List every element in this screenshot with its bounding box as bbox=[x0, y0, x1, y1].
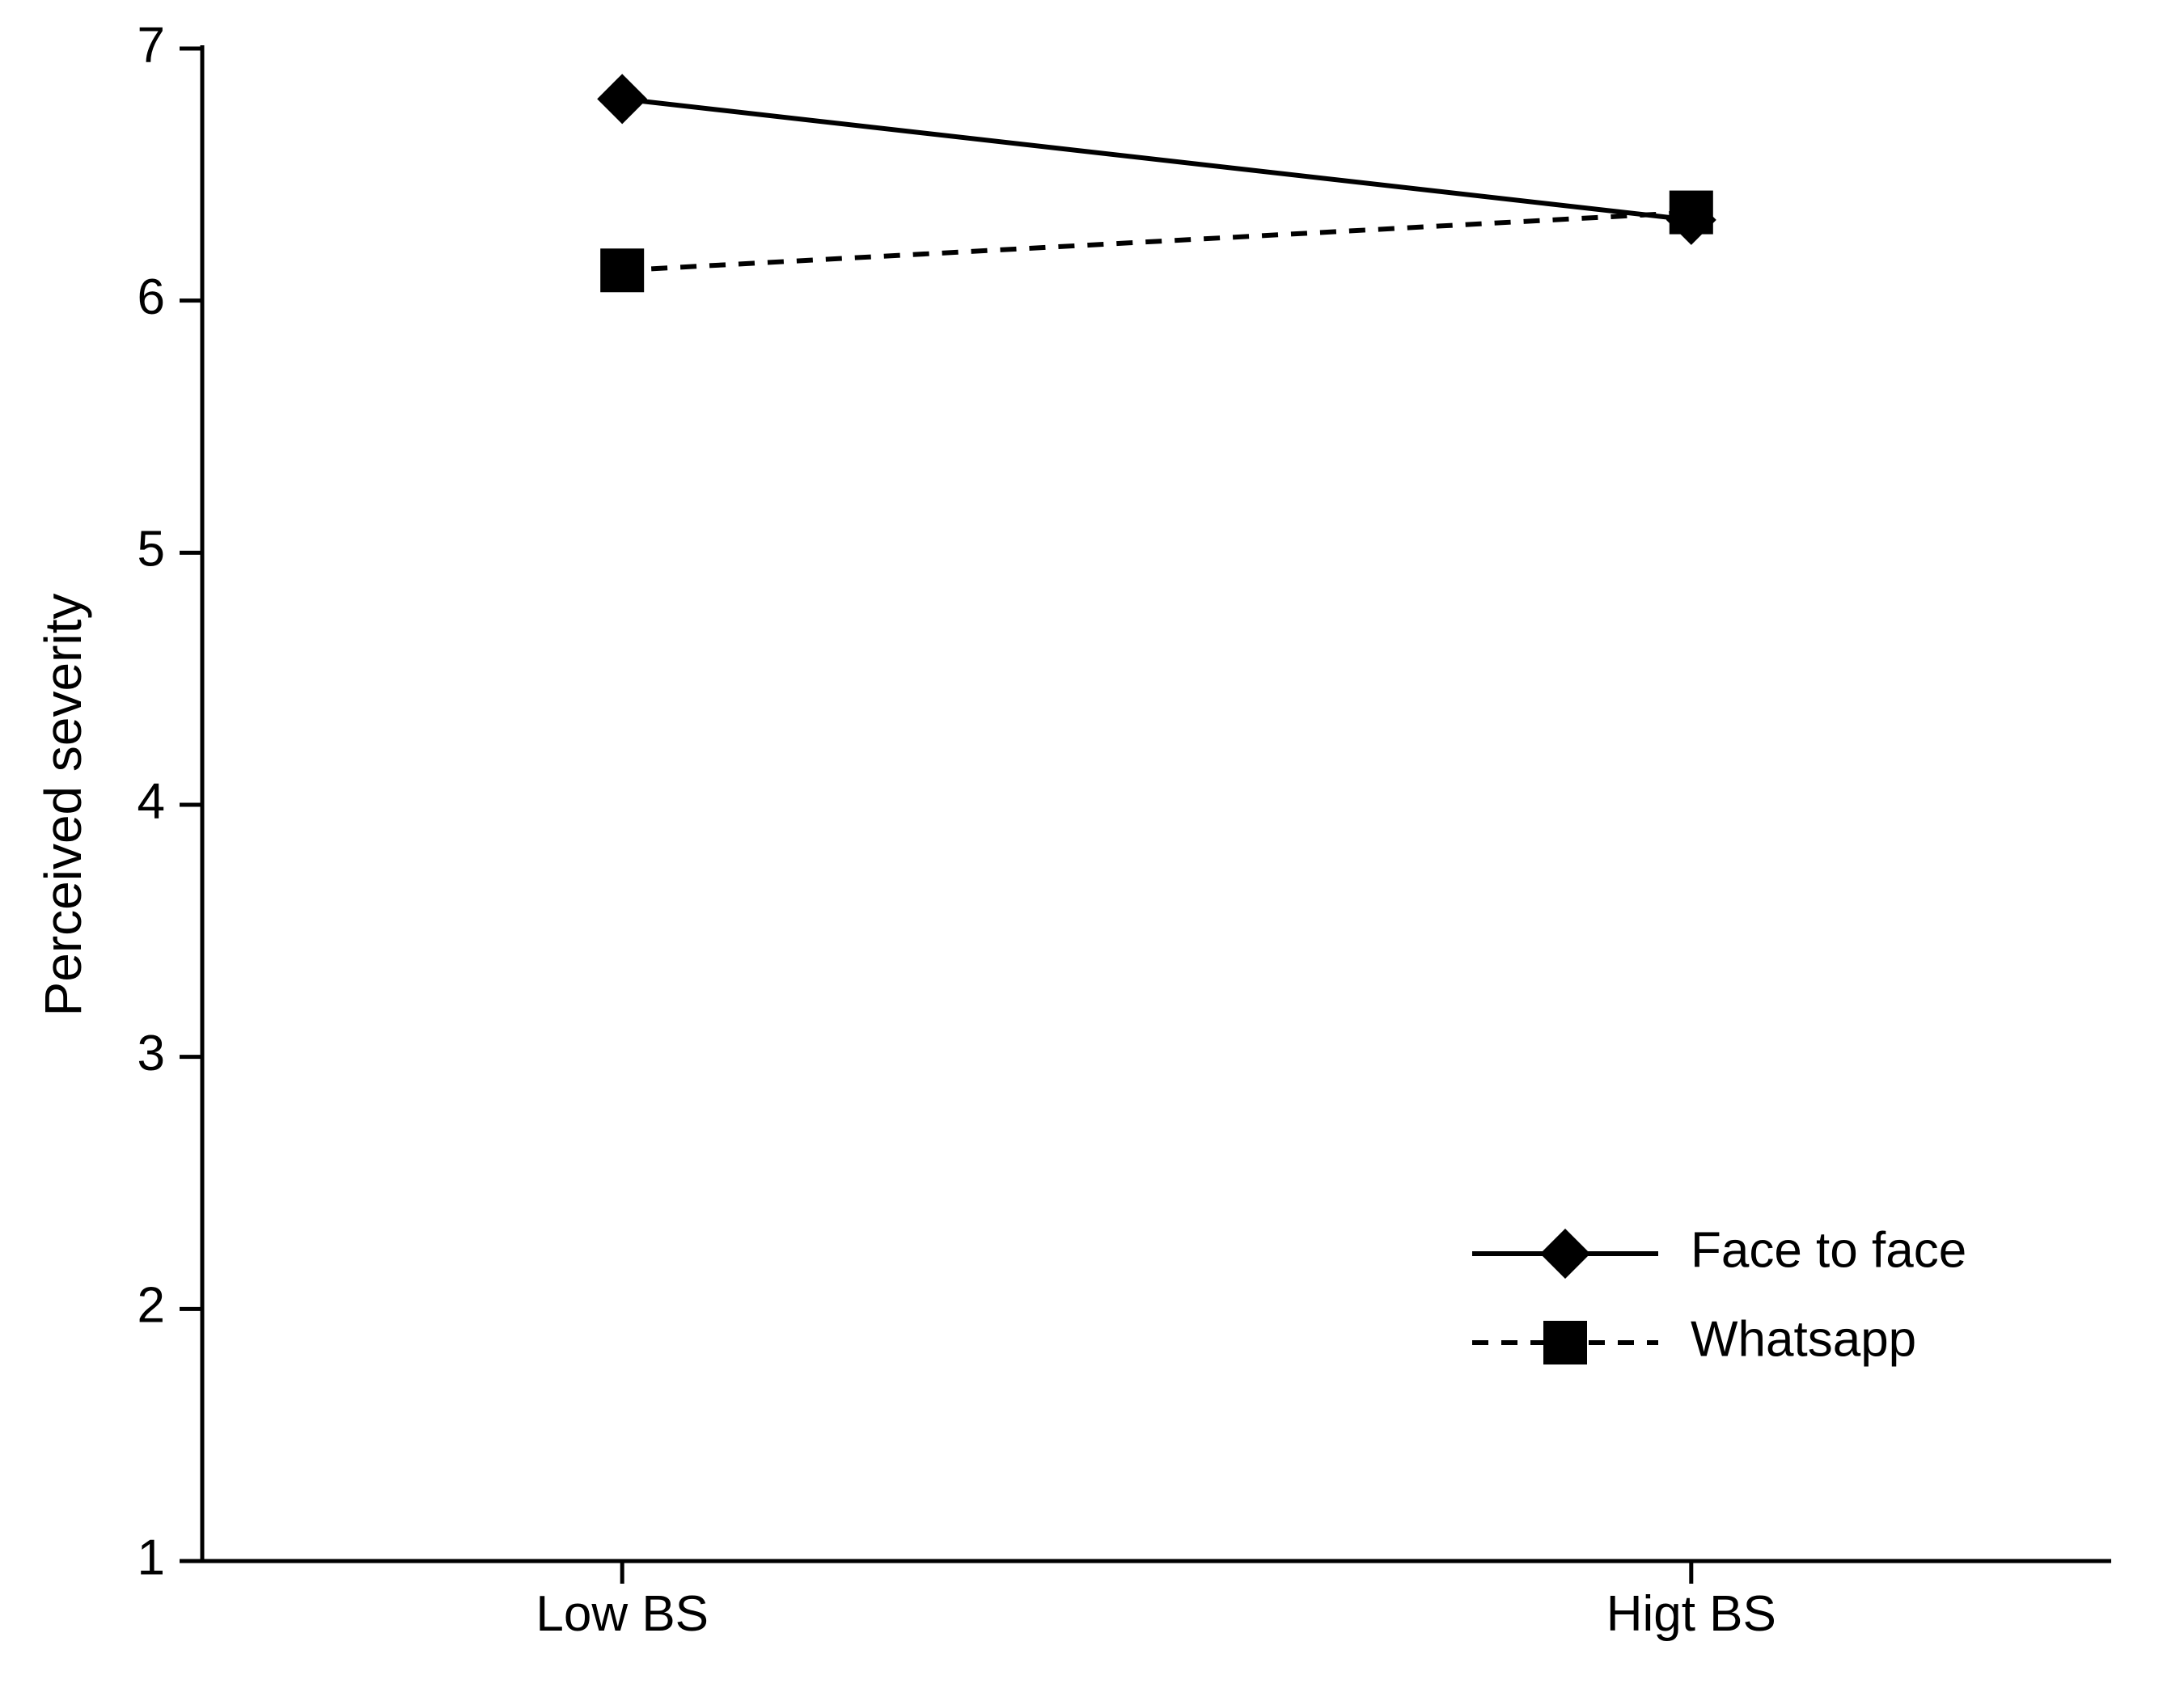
diamond-marker bbox=[1540, 1229, 1590, 1279]
x-tick-label: Higt BS bbox=[1606, 1586, 1776, 1642]
y-tick-label: 4 bbox=[138, 773, 165, 829]
series-line bbox=[622, 213, 1691, 271]
y-tick-label: 3 bbox=[138, 1026, 165, 1081]
y-tick-label: 7 bbox=[138, 17, 165, 73]
chart-container: 1 2 3 4 5 6 7 Low BS Higt BS Perceived severity Fa… bbox=[0, 0, 2184, 1705]
y-axis-label: Perceived severity bbox=[34, 594, 92, 1017]
legend-label: Whatsapp bbox=[1691, 1311, 1916, 1367]
y-tick-label: 2 bbox=[138, 1278, 165, 1334]
square-marker bbox=[1670, 191, 1713, 235]
y-tick-label: 5 bbox=[138, 522, 165, 578]
x-tick-label: Low BS bbox=[535, 1586, 709, 1642]
diamond-marker bbox=[597, 74, 647, 124]
chart-svg: 1 2 3 4 5 6 7 Low BS Higt BS Perceived severity Fa… bbox=[0, 0, 2184, 1705]
square-marker bbox=[600, 248, 644, 292]
y-tick-label: 1 bbox=[138, 1529, 165, 1585]
legend-label: Face to face bbox=[1691, 1222, 1966, 1278]
square-marker bbox=[1543, 1321, 1587, 1364]
y-tick-label: 6 bbox=[138, 269, 165, 325]
series-line bbox=[622, 99, 1691, 220]
